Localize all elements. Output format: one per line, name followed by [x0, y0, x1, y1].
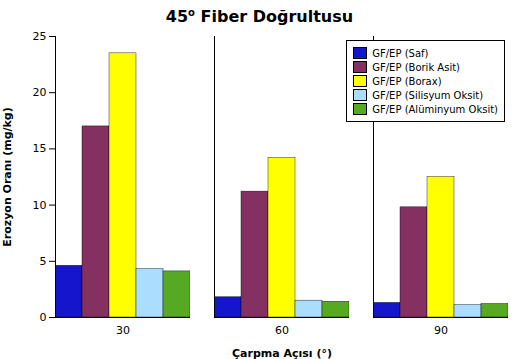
- svg-text:Erozyon Oranı (mg/kg): Erozyon Oranı (mg/kg): [1, 107, 14, 247]
- svg-text:5: 5: [40, 255, 47, 268]
- html-text:GF/EP (Borik Asit): GF/EP (Borik Asit): [372, 61, 460, 73]
- html-text:GF/EP (Saf): GF/EP (Saf): [372, 47, 429, 59]
- svg-text:0: 0: [40, 311, 47, 324]
- svg-text:10: 10: [33, 199, 47, 212]
- html-text:45oFiber Doğrultusu: 45oFiber Doğrultusu: [165, 7, 354, 27]
- svg-text:Çarpma Açısı (°): Çarpma Açısı (°): [232, 347, 332, 359]
- svg-text:20: 20: [33, 86, 47, 99]
- html-text:GF/EP (Alüminyum Oksit): GF/EP (Alüminyum Oksit): [372, 103, 498, 115]
- svg-text:15: 15: [33, 142, 47, 155]
- html-text:GF/EP (Borax): GF/EP (Borax): [372, 75, 442, 87]
- html-text:GF/EP (Silisyum Oksit): GF/EP (Silisyum Oksit): [372, 89, 484, 101]
- svg-text:60: 60: [275, 324, 289, 337]
- svg-text:30: 30: [116, 324, 130, 337]
- svg-text:90: 90: [434, 324, 448, 337]
- svg-text:25: 25: [33, 30, 47, 43]
